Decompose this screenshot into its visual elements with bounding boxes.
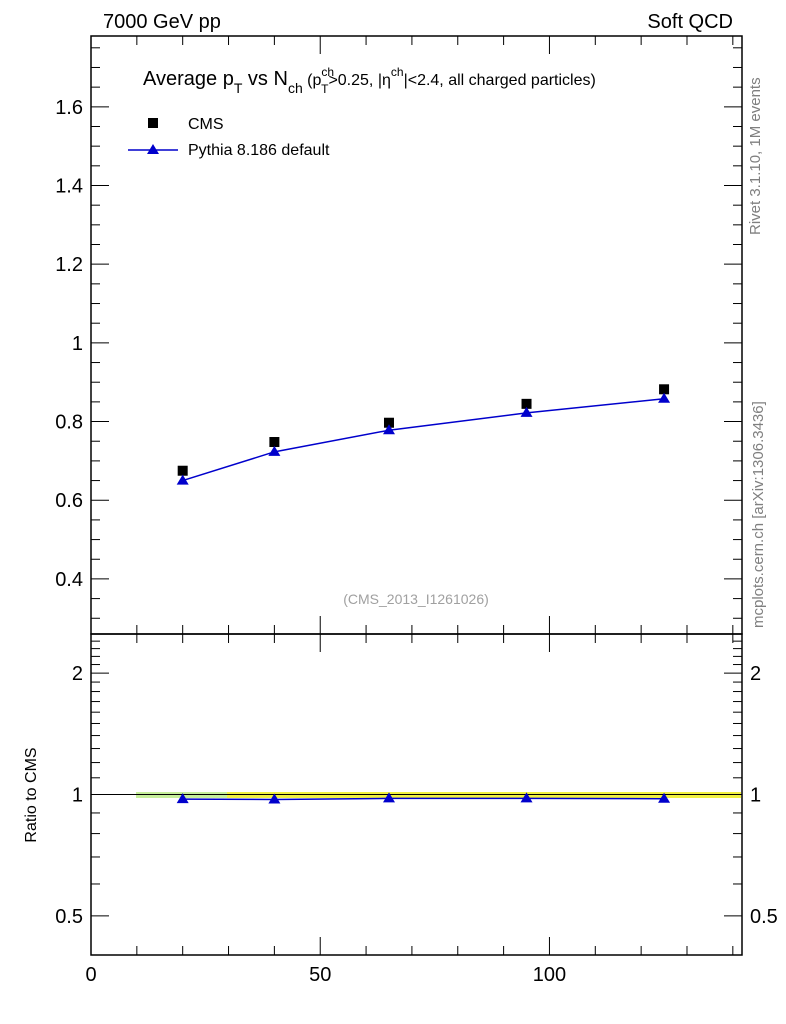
ratio-xtick-label: 50 [309, 964, 331, 986]
cms-data-point [269, 437, 280, 448]
ratio-ytick-label-right: 1 [750, 785, 761, 807]
ratio-pythia-point [658, 792, 671, 803]
ratio-xtick-label: 100 [533, 964, 566, 986]
ratio-xtick-label: 0 [85, 964, 96, 986]
main-ytick-label: 1.4 [55, 176, 83, 198]
ratio-y-tick-labels: 0.5 0.5 1 1 2 2 [55, 663, 778, 928]
main-plot-panel: 0.4 0.6 0.8 1 1.2 1.4 1.6 Average pT vs Nch (p… [55, 35, 743, 635]
header-right-label: Soft QCD [647, 11, 733, 33]
ratio-y-axis-label: Ratio to CMS [23, 747, 40, 842]
pythia-line [182, 397, 665, 482]
main-series-layer [176, 384, 671, 485]
main-ytick-label: 0.6 [55, 490, 83, 512]
ratio-axis-ticks [90, 634, 742, 955]
ratio-ytick-label: 0.5 [55, 906, 83, 928]
pythia-data-point [268, 445, 281, 456]
ratio-plot-panel: 0.5 0.5 1 1 2 2 0 50 100 Ratio to CMS [23, 633, 778, 986]
main-ytick-label: 0.8 [55, 412, 83, 434]
analysis-id: (CMS_2013_I1261026) [343, 591, 489, 607]
pythia-data-point [520, 406, 533, 417]
legend: CMS Pythia 8.186 default [128, 116, 330, 159]
cms-data-point [659, 384, 670, 395]
ratio-pythia-point [268, 793, 281, 804]
legend-cms-label: CMS [188, 116, 224, 133]
side-label-top: Rivet 3.1.10, 1M events [747, 77, 764, 235]
pythia-data-point [176, 474, 189, 485]
main-ytick-label: 0.4 [55, 569, 83, 591]
legend-cms-marker [148, 118, 158, 128]
chart-title: Average pT vs Nch (pch T>0.25, |ηch|<2.4,… [143, 65, 596, 96]
pythia-data-point [658, 392, 671, 403]
ratio-x-tick-labels: 0 50 100 [85, 964, 566, 986]
cms-data-point [383, 417, 394, 428]
header-left-label: 7000 GeV pp [103, 11, 221, 33]
ratio-pythia-point [382, 792, 395, 803]
legend-pythia-label: Pythia 8.186 default [188, 142, 330, 159]
ratio-ytick-label: 2 [72, 663, 83, 685]
ratio-pythia-point [520, 792, 533, 803]
cms-data-point [521, 398, 532, 409]
main-ytick-label: 1 [72, 333, 83, 355]
ratio-ytick-label: 1 [72, 785, 83, 807]
ratio-ytick-label-right: 0.5 [750, 906, 778, 928]
legend-pythia-marker [147, 144, 159, 154]
main-axis-ticks [90, 36, 742, 634]
ratio-pythia-line [182, 797, 665, 801]
ratio-pythia-point [176, 793, 189, 804]
main-ytick-label: 1.2 [55, 254, 83, 276]
main-y-tick-labels: 0.4 0.6 0.8 1 1.2 1.4 1.6 [55, 97, 83, 591]
side-label-bottom: mcplots.cern.ch [arXiv:1306.3436] [750, 401, 767, 628]
ratio-series-layer [176, 792, 671, 804]
pythia-data-point [382, 424, 395, 435]
main-ytick-label: 1.6 [55, 97, 83, 119]
cms-data-point [177, 465, 188, 476]
ratio-ytick-label-right: 2 [750, 663, 761, 685]
